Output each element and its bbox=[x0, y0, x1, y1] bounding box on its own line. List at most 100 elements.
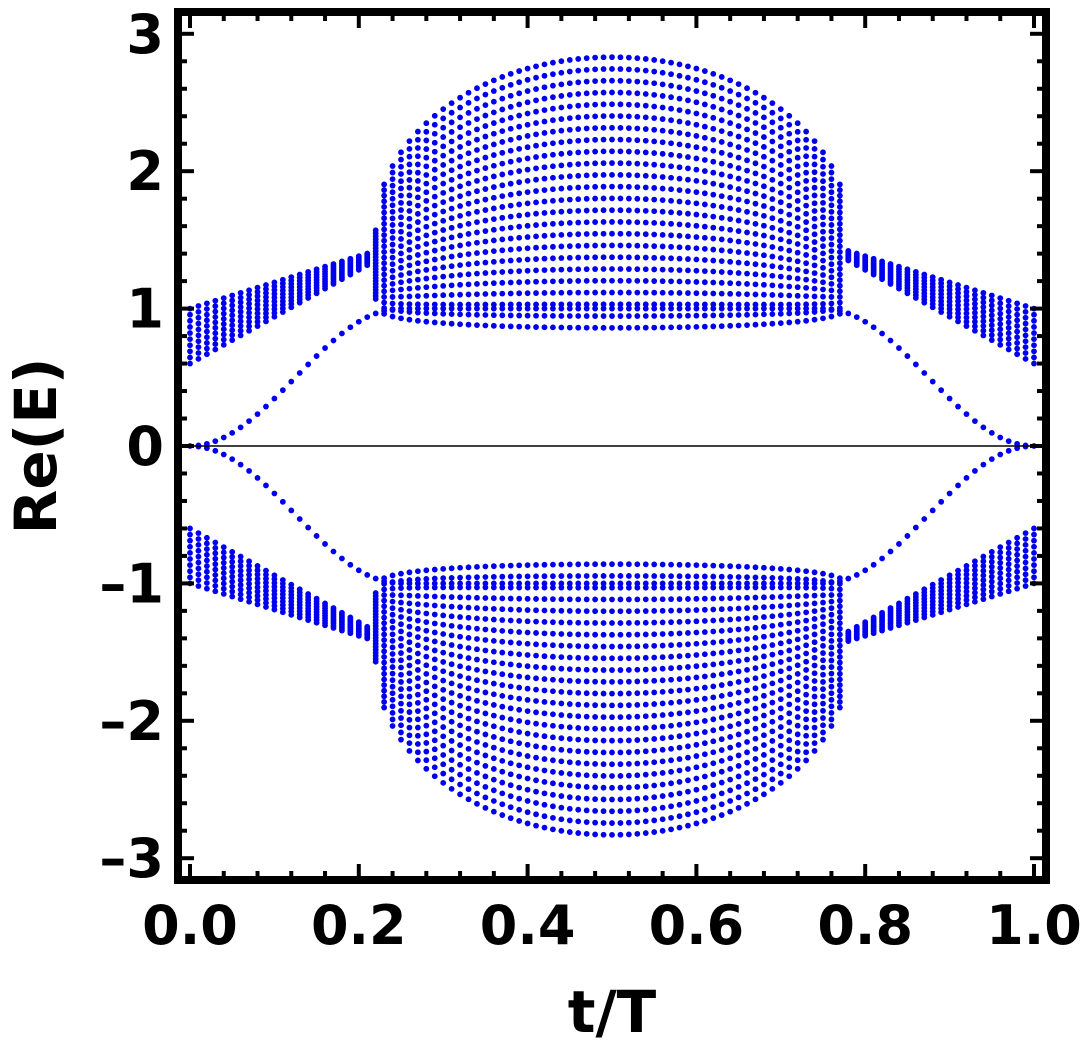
data-point bbox=[524, 279, 531, 285]
data-point bbox=[668, 220, 674, 227]
data-point bbox=[820, 606, 826, 613]
data-point bbox=[566, 631, 573, 638]
data-point bbox=[676, 72, 683, 79]
data-point bbox=[381, 597, 388, 604]
data-point bbox=[246, 300, 252, 307]
data-point bbox=[634, 573, 641, 579]
data-point bbox=[701, 573, 708, 580]
data-point bbox=[853, 250, 860, 257]
data-point bbox=[761, 305, 767, 312]
data-point bbox=[254, 314, 261, 321]
data-point bbox=[794, 292, 801, 299]
data-point bbox=[448, 603, 455, 610]
data-point bbox=[685, 580, 691, 587]
data-point bbox=[465, 170, 472, 177]
data-point bbox=[786, 584, 793, 591]
data-point bbox=[339, 330, 345, 337]
data-point bbox=[820, 679, 826, 685]
data-point bbox=[710, 246, 717, 253]
data-point bbox=[836, 294, 843, 300]
data-point bbox=[761, 232, 767, 239]
data-point bbox=[440, 770, 447, 777]
data-point bbox=[727, 776, 734, 783]
data-point bbox=[499, 801, 506, 808]
data-point bbox=[600, 136, 607, 143]
data-point bbox=[263, 482, 269, 489]
data-point bbox=[516, 784, 523, 791]
data-point bbox=[955, 596, 961, 602]
data-point bbox=[744, 666, 750, 673]
data-point bbox=[625, 584, 632, 591]
data-point bbox=[668, 780, 674, 787]
data-point bbox=[448, 699, 455, 706]
data-point bbox=[465, 695, 472, 702]
data-point bbox=[794, 275, 801, 282]
data-point bbox=[820, 192, 826, 199]
data-point bbox=[246, 598, 252, 605]
data-point bbox=[550, 163, 556, 170]
data-point bbox=[625, 667, 632, 673]
data-point bbox=[617, 761, 624, 768]
data-point bbox=[507, 114, 514, 121]
data-point bbox=[448, 738, 455, 744]
data-point bbox=[786, 310, 793, 317]
data-point bbox=[575, 301, 582, 308]
data-point bbox=[423, 580, 430, 587]
data-point bbox=[752, 120, 759, 126]
data-point bbox=[972, 291, 978, 298]
data-point bbox=[440, 115, 447, 122]
data-point bbox=[237, 299, 244, 306]
data-point bbox=[558, 150, 565, 157]
data-point bbox=[372, 575, 379, 582]
data-point bbox=[516, 279, 523, 286]
data-point bbox=[448, 574, 455, 581]
data-point bbox=[963, 588, 970, 595]
data-point bbox=[516, 640, 523, 647]
data-point bbox=[263, 314, 269, 321]
data-point bbox=[710, 672, 717, 679]
data-point bbox=[423, 601, 430, 608]
data-point bbox=[609, 749, 615, 756]
data-point bbox=[592, 230, 599, 237]
data-point bbox=[955, 482, 961, 489]
data-point bbox=[912, 361, 919, 368]
data-point bbox=[685, 686, 691, 693]
data-point bbox=[651, 631, 658, 638]
data-point bbox=[786, 256, 793, 263]
data-point bbox=[550, 232, 556, 239]
data-point bbox=[406, 208, 413, 214]
data-point bbox=[735, 301, 742, 308]
data-point bbox=[533, 131, 539, 138]
data-point bbox=[524, 629, 531, 636]
data-point bbox=[482, 112, 489, 119]
data-point bbox=[820, 308, 826, 315]
data-point bbox=[642, 666, 649, 673]
data-point bbox=[786, 157, 793, 164]
data-point bbox=[592, 54, 599, 61]
data-point bbox=[701, 606, 708, 613]
data-point bbox=[777, 677, 784, 684]
data-point bbox=[693, 640, 700, 647]
data-point bbox=[254, 318, 261, 325]
data-point bbox=[431, 238, 438, 245]
data-point bbox=[187, 342, 193, 349]
data-point bbox=[701, 684, 708, 691]
data-point bbox=[811, 747, 818, 754]
data-point bbox=[988, 312, 995, 319]
data-point bbox=[1022, 536, 1029, 542]
data-point bbox=[440, 180, 447, 187]
data-point bbox=[507, 661, 514, 668]
data-point bbox=[465, 321, 472, 328]
data-point bbox=[710, 268, 717, 275]
data-point bbox=[794, 206, 801, 213]
data-point bbox=[811, 184, 818, 191]
data-point bbox=[389, 690, 396, 697]
data-point bbox=[457, 281, 463, 288]
data-point bbox=[727, 205, 734, 212]
data-point bbox=[457, 594, 463, 601]
data-point bbox=[634, 266, 641, 273]
data-point bbox=[440, 106, 447, 113]
data-point bbox=[195, 314, 202, 321]
data-point bbox=[414, 252, 421, 258]
data-point bbox=[718, 627, 725, 634]
